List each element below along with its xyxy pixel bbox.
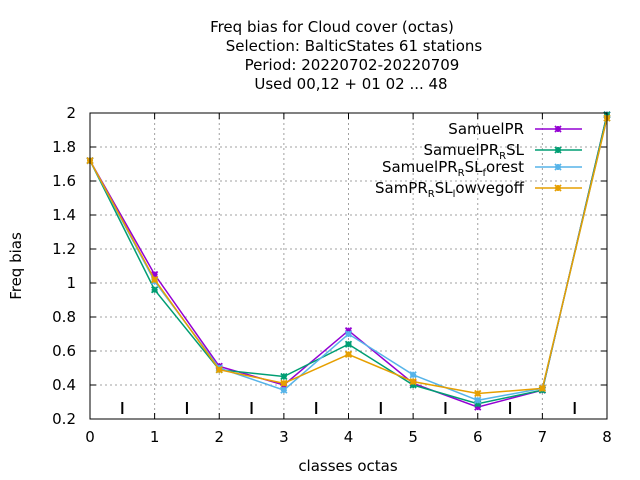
- y-tick-label: 0.6: [52, 342, 76, 360]
- data-point-dot: [475, 401, 480, 406]
- x-tick-label: 2: [214, 428, 224, 446]
- data-point-dot: [411, 379, 416, 384]
- y-tick-label: 1.8: [52, 138, 76, 156]
- data-point-dot: [217, 367, 222, 372]
- title-line-4: Used 00,12 + 01 02 ... 48: [254, 75, 447, 93]
- data-point-dot: [346, 352, 351, 357]
- y-tick-label: 2: [66, 104, 76, 122]
- y-tick-label: 0.2: [52, 410, 76, 428]
- x-tick-label: 3: [279, 428, 289, 446]
- data-point-dot: [556, 127, 560, 131]
- y-axis-label: Freq bias: [7, 232, 25, 300]
- x-tick-label: 5: [408, 428, 418, 446]
- x-tick-labels: 0 1 2 3 4 5 6 7 8: [85, 428, 612, 446]
- data-point-dot: [540, 386, 545, 391]
- x-tick-label: 7: [538, 428, 548, 446]
- y-tick-label: 1.4: [52, 206, 76, 224]
- data-point-dot: [411, 372, 416, 377]
- title-line-3: Period: 20220702-20220709: [245, 56, 460, 74]
- data-point-dot: [556, 148, 560, 152]
- series-group: [86, 111, 611, 411]
- y-tick-label: 0.8: [52, 308, 76, 326]
- y-tick-label: 1: [66, 274, 76, 292]
- legend-label: SamuelPRRSL: [423, 141, 524, 162]
- observation-ticks: [121, 402, 576, 414]
- series-1: [86, 111, 611, 411]
- data-point-dot: [281, 374, 286, 379]
- legend-label: SamuelPR: [448, 120, 524, 138]
- y-tick-label: 1.2: [52, 240, 76, 258]
- y-tick-label: 1.6: [52, 172, 76, 190]
- x-axis-label: classes octas: [298, 457, 398, 475]
- series-4: [86, 114, 611, 398]
- x-tick-label: 6: [473, 428, 483, 446]
- axis-ticks: [89, 112, 608, 420]
- data-point-dot: [152, 272, 157, 277]
- data-point-dot: [556, 186, 560, 190]
- data-point-dot: [281, 381, 286, 386]
- data-point-dot: [475, 391, 480, 396]
- legend-label: SamPRRSLlowvegoff: [375, 179, 525, 200]
- data-point-dot: [152, 287, 157, 292]
- x-tick-label: 8: [602, 428, 612, 446]
- legend: SamuelPR SamuelPRRSLSamuelPRRSLforestSamP…: [375, 120, 582, 200]
- x-tick-label: 4: [344, 428, 354, 446]
- legend-item: SamPRRSLlowvegoff: [375, 179, 582, 200]
- x-tick-label: 1: [150, 428, 160, 446]
- legend-item: SamuelPRRSLforest: [382, 158, 582, 179]
- x-tick-label: 0: [85, 428, 95, 446]
- data-point-dot: [281, 388, 286, 393]
- title-line-1: Freq bias for Cloud cover (octas): [210, 18, 454, 36]
- data-point-dot: [411, 383, 416, 387]
- legend-item: SamuelPRRSL: [423, 141, 582, 162]
- data-point-dot: [475, 398, 480, 403]
- chart-title: Freq bias for Cloud cover (octas) Select…: [210, 18, 482, 93]
- data-point-dot: [556, 165, 560, 169]
- data-point-dot: [475, 405, 480, 410]
- legend-item: SamuelPR: [448, 120, 582, 138]
- data-point-dot: [346, 328, 351, 333]
- legend-label: SamuelPRRSLforest: [382, 158, 524, 179]
- grid-lines: [90, 113, 607, 419]
- data-point-dot: [346, 332, 351, 336]
- y-tick-labels: 0.2 0.4 0.6 0.8 1 1.2 1.4 1.6 1.8 2: [52, 104, 76, 428]
- data-point-dot: [346, 342, 351, 347]
- title-line-2: Selection: BalticStates 61 stations: [226, 37, 483, 55]
- data-point-dot: [152, 277, 157, 282]
- y-tick-label: 0.4: [52, 376, 76, 394]
